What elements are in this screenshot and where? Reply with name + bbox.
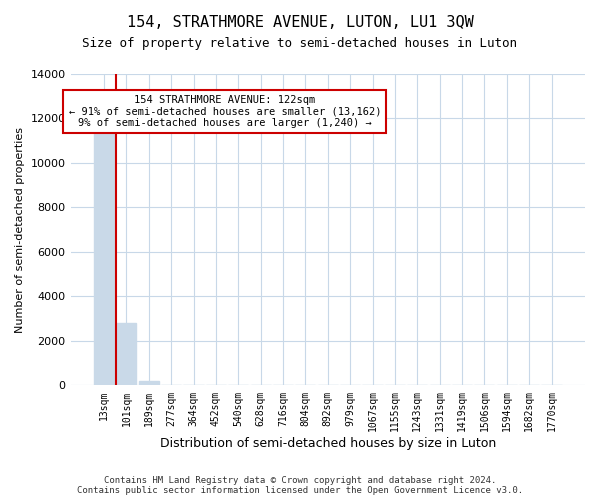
- Bar: [139, 382, 159, 386]
- Text: Contains HM Land Registry data © Crown copyright and database right 2024.
Contai: Contains HM Land Registry data © Crown c…: [77, 476, 523, 495]
- Text: Size of property relative to semi-detached houses in Luton: Size of property relative to semi-detach…: [83, 38, 517, 51]
- Text: 154 STRATHMORE AVENUE: 122sqm
← 91% of semi-detached houses are smaller (13,162): 154 STRATHMORE AVENUE: 122sqm ← 91% of s…: [68, 95, 381, 128]
- Bar: [116, 323, 136, 386]
- Text: 154, STRATHMORE AVENUE, LUTON, LU1 3QW: 154, STRATHMORE AVENUE, LUTON, LU1 3QW: [127, 15, 473, 30]
- X-axis label: Distribution of semi-detached houses by size in Luton: Distribution of semi-detached houses by …: [160, 437, 496, 450]
- Bar: [94, 92, 114, 386]
- Y-axis label: Number of semi-detached properties: Number of semi-detached properties: [15, 126, 25, 332]
